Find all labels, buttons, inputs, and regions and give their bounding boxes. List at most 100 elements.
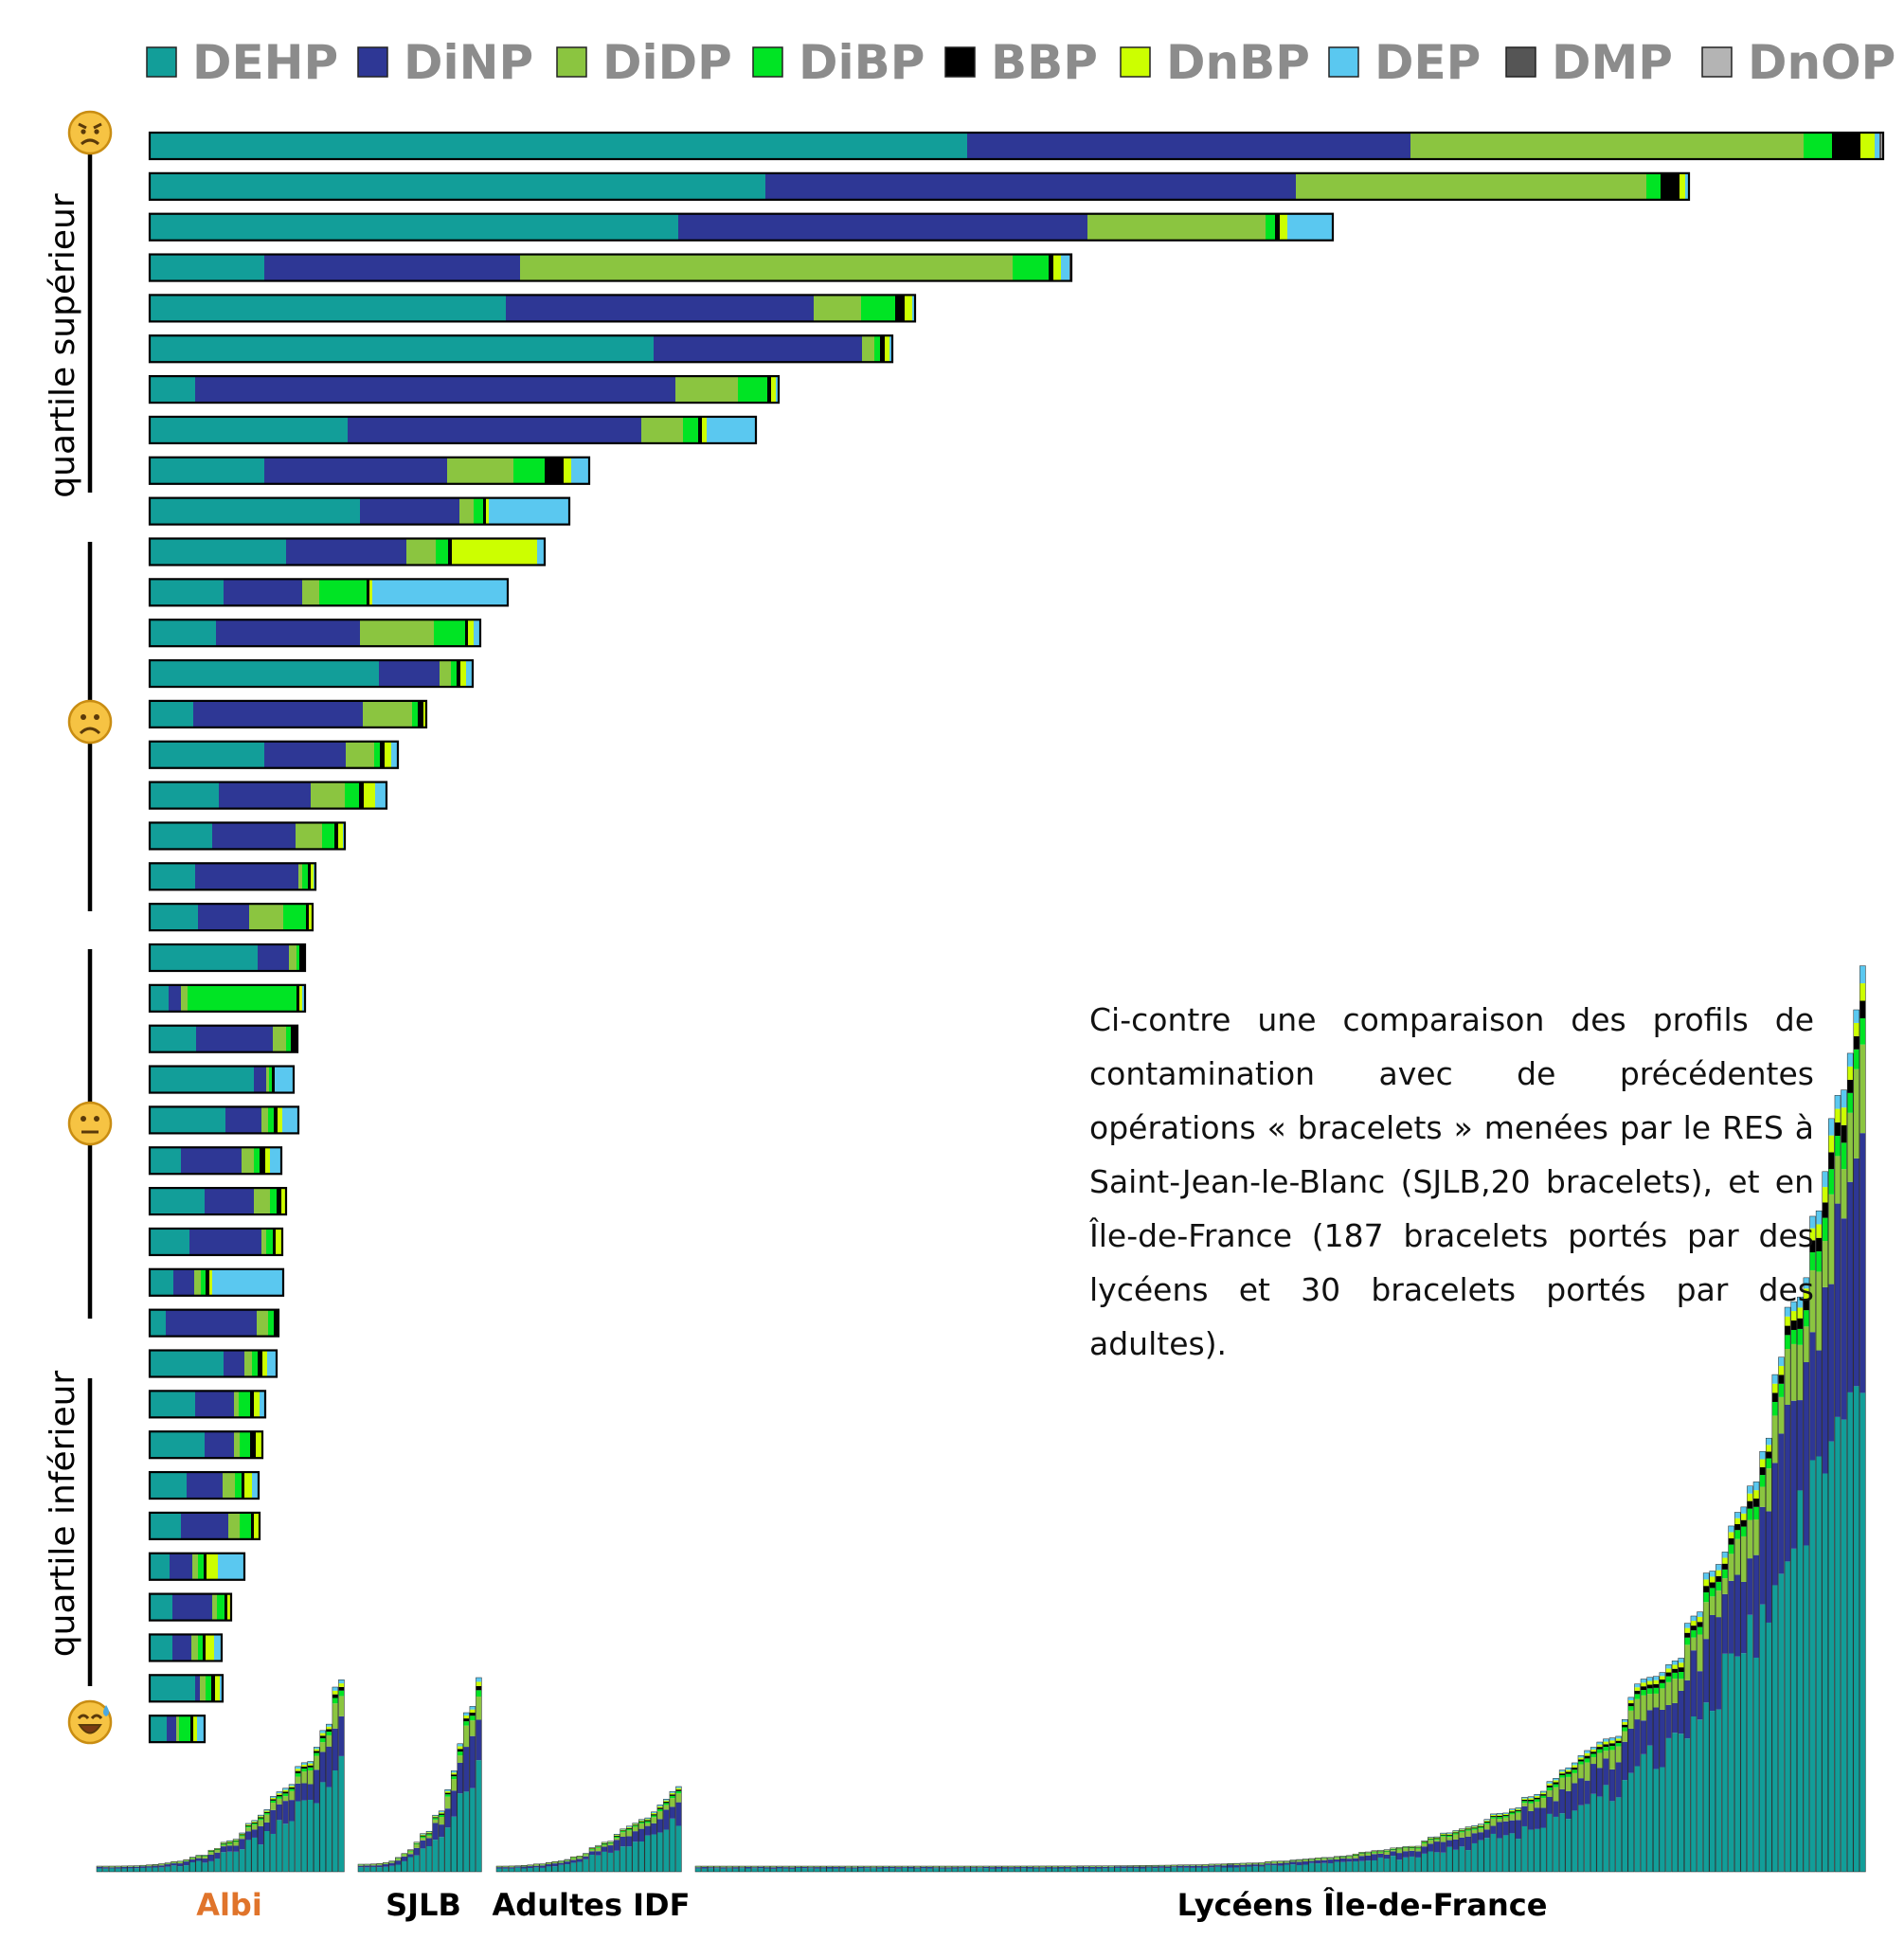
group-label-2: SJLB (386, 1887, 461, 1923)
bar-row-2 (148, 171, 1691, 201)
bar-row-8 (148, 415, 758, 445)
bar-segment-dehp (150, 1350, 224, 1377)
bar-segment-dep (537, 538, 545, 566)
mini-bar (1258, 1862, 1266, 1873)
mini-bar (1133, 1865, 1140, 1873)
mini-bar (532, 1863, 540, 1873)
bar-segment-dibp (254, 1147, 260, 1175)
bar-segment-dibp (374, 741, 380, 768)
mini-bar (795, 1865, 802, 1873)
bar-outline (148, 983, 307, 1013)
bar-segment-bbp (1832, 133, 1860, 159)
mini-bar (539, 1863, 546, 1873)
mini-bar (1352, 1853, 1359, 1873)
bar-segment-dep (372, 579, 508, 606)
bar-segment-dnbp (1053, 254, 1061, 281)
mini-bar (588, 1847, 596, 1873)
mini-bar (1364, 1851, 1372, 1873)
mini-bar (1721, 1552, 1729, 1873)
mini-bar (926, 1865, 933, 1873)
mini-bar (1158, 1864, 1165, 1873)
mini-bar (845, 1865, 852, 1873)
mini-bar (1790, 1301, 1797, 1873)
bar-row-23 (148, 1024, 299, 1053)
bar-outline (148, 171, 1691, 201)
bar-outline (148, 1390, 267, 1419)
bar-row-36 (148, 1552, 246, 1581)
mini-bar (576, 1856, 584, 1873)
mini-bar (1001, 1865, 1009, 1873)
bar-segment-dehp (150, 1188, 205, 1215)
bar-segment-dnbp (209, 1268, 212, 1296)
bar-segment-dibp (861, 295, 895, 322)
bar-segment-bbp (380, 741, 385, 768)
mini-bar (1627, 1697, 1635, 1873)
mini-bar (838, 1865, 846, 1873)
bar-segment-didp (194, 1268, 201, 1296)
bar-segment-dehp (150, 700, 193, 728)
bar-segment-bbp (225, 1593, 227, 1621)
bar-row-20 (148, 903, 314, 932)
bar-segment-bbp (273, 1228, 276, 1255)
bar-segment-dinp (264, 254, 520, 281)
mini-bar (319, 1730, 326, 1873)
mini-bar (1089, 1865, 1096, 1873)
bar-segment-didp (191, 1634, 198, 1662)
bar-segment-dep (1875, 133, 1879, 159)
legend-label-didp: DiDP (602, 35, 732, 90)
bar-segment-dibp (296, 944, 299, 971)
bar-segment-bbp (211, 1675, 215, 1702)
bar-row-4 (148, 253, 1073, 282)
mini-bar (1446, 1832, 1453, 1873)
bar-outline (148, 496, 571, 526)
bar-segment-dnbp (1860, 133, 1875, 159)
bar-segment-dehp (150, 1106, 225, 1134)
mini-bar (1233, 1862, 1240, 1873)
bar-segment-dinp (258, 944, 289, 971)
bar-segment-didp (261, 1106, 268, 1134)
bar-outline (148, 578, 510, 607)
bar-segment-dibp (1646, 172, 1661, 200)
bar-segment-dibp (268, 1309, 274, 1337)
bar-row-31 (148, 1349, 278, 1378)
bar-segment-dep (267, 1350, 277, 1377)
mini-bar (1590, 1747, 1597, 1873)
mini-bar (276, 1791, 283, 1873)
bar-segment-dehp (150, 620, 216, 647)
bar-row-17 (148, 781, 388, 810)
mini-bar (1064, 1865, 1071, 1873)
bar-segment-bbp (251, 1512, 254, 1539)
mini-bar (1214, 1863, 1221, 1873)
mini-bar (564, 1859, 571, 1873)
legend-swatch-dnop (1701, 46, 1733, 78)
mini-bar (202, 1855, 208, 1873)
mini-bar (307, 1761, 314, 1873)
bar-segment-dep (889, 335, 892, 363)
bar-segment-dep (302, 984, 305, 1012)
bar-segment-dnbp (256, 1431, 262, 1459)
mini-bar (1440, 1832, 1446, 1873)
mini-bar (282, 1787, 289, 1873)
mini-bar (651, 1811, 657, 1873)
bar-segment-bbp (250, 1391, 254, 1418)
bar-segment-didp (360, 620, 434, 647)
mini-bar (701, 1865, 708, 1873)
bar-outline (148, 1227, 284, 1257)
mini-bar (1409, 1845, 1415, 1873)
mini-bar (570, 1856, 577, 1873)
bar-segment-dinp (193, 700, 363, 728)
bar-segment-dnbp (1679, 172, 1685, 200)
mini-bar (1452, 1830, 1460, 1873)
bar-segment-dehp (150, 741, 264, 768)
mini-bar (195, 1855, 203, 1873)
mini-bar (1265, 1861, 1271, 1873)
bar-segment-dibp (269, 1066, 272, 1093)
bar-row-10 (148, 496, 571, 526)
mini-bar (1834, 1095, 1841, 1873)
bar-segment-dibp (206, 1675, 211, 1702)
mini-bar (1377, 1849, 1384, 1873)
bar-segment-didp (1296, 172, 1646, 200)
mini-bar (1577, 1755, 1585, 1873)
mini-bar (656, 1805, 664, 1873)
mini-bar (1709, 1571, 1716, 1873)
